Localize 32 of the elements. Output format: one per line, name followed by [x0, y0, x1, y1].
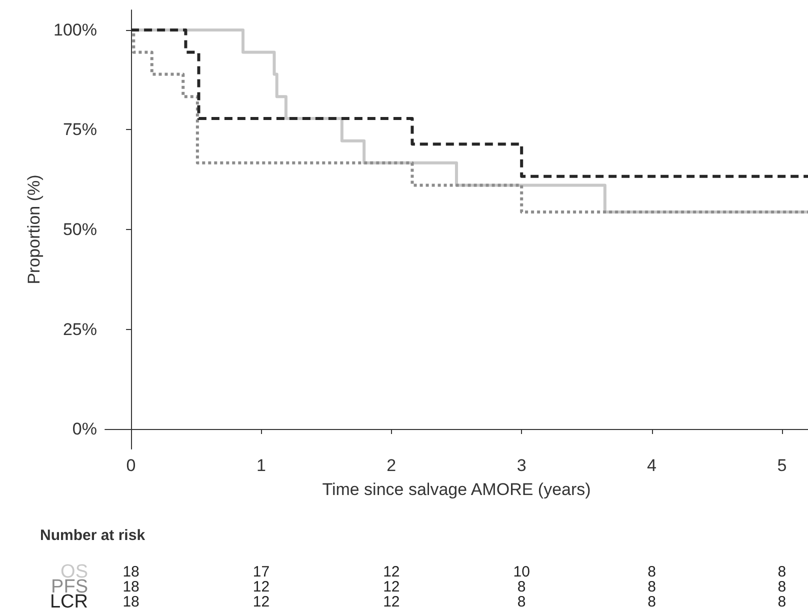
- x-tick-label: 0: [126, 456, 136, 475]
- text: 8: [778, 578, 786, 596]
- x-tick-label: 5: [777, 456, 787, 475]
- y-tick-label: 25%: [62, 320, 97, 339]
- y-tick-label: 50%: [62, 220, 97, 239]
- text: 12: [252, 578, 270, 596]
- text: 8: [648, 564, 656, 580]
- text: 18: [122, 594, 140, 610]
- text: 8: [648, 594, 656, 610]
- text: 8: [778, 564, 786, 580]
- text: 8: [517, 578, 526, 596]
- x-axis-title: Time since salvage AMORE (years): [322, 480, 591, 499]
- text: Number at risk: [40, 527, 146, 544]
- x-tick-label: 3: [516, 456, 526, 475]
- x-tick-label: 4: [647, 456, 657, 475]
- x-tick-label: 1: [256, 456, 266, 475]
- text: 17: [252, 564, 270, 580]
- y-tick-label: 75%: [62, 120, 97, 140]
- text: 18: [122, 564, 140, 580]
- text: 10: [513, 564, 530, 580]
- text: 12: [252, 594, 270, 610]
- text: 12: [383, 564, 400, 580]
- y-tick-label: 100%: [54, 20, 97, 40]
- text: 12: [383, 594, 400, 610]
- y-axis-title: Proportion (%): [24, 174, 44, 284]
- x-tick-label: 2: [386, 456, 396, 475]
- text: 12: [383, 578, 400, 596]
- text: 8: [648, 578, 656, 596]
- text: 8: [517, 594, 526, 610]
- text: 8: [778, 594, 786, 610]
- y-tick-label: 0%: [72, 420, 97, 439]
- text: 18: [122, 578, 140, 596]
